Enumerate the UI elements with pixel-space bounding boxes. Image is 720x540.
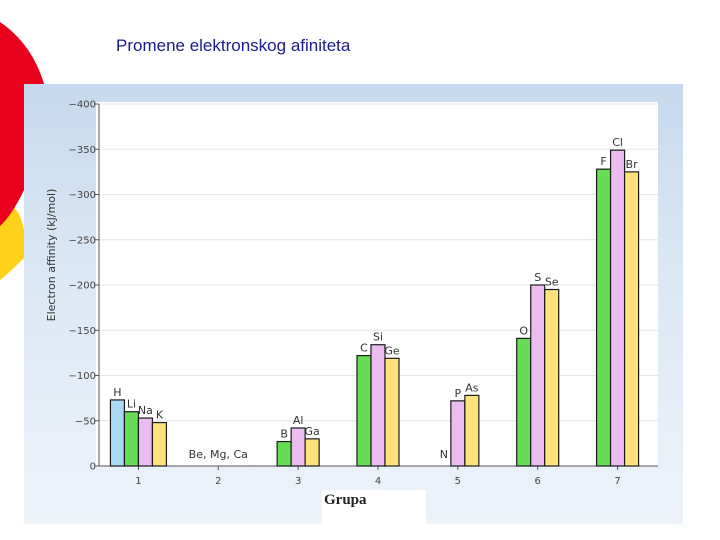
x-tick-label: 5 bbox=[455, 476, 461, 487]
bar-na bbox=[137, 417, 154, 467]
bar-b bbox=[276, 440, 292, 467]
bar-label-c: C bbox=[360, 342, 368, 355]
bar-label-br: Br bbox=[626, 158, 639, 171]
bar-h bbox=[109, 399, 126, 467]
y-tick-label: −200 bbox=[69, 281, 96, 292]
x-tick-label: 4 bbox=[375, 476, 381, 487]
bar-o bbox=[516, 337, 532, 467]
bar-label-li: Li bbox=[127, 398, 136, 411]
bar-label-b: B bbox=[280, 428, 288, 441]
bar-k bbox=[151, 421, 168, 467]
bar-si bbox=[370, 344, 386, 467]
bar-label-ge: Ge bbox=[384, 344, 400, 357]
bar-label-cl: Cl bbox=[612, 136, 623, 149]
group-annotation: Be, Mg, Ca bbox=[189, 448, 248, 461]
bar-label-al: Al bbox=[293, 414, 304, 427]
bar-label-as: As bbox=[465, 381, 479, 394]
bar-label-p: P bbox=[455, 387, 462, 400]
y-tick-label: −400 bbox=[69, 100, 96, 111]
y-tick-label: 0 bbox=[90, 462, 96, 473]
bar-label-s: S bbox=[534, 271, 541, 284]
x-axis-label-background bbox=[322, 490, 426, 524]
bar-label-o: O bbox=[519, 324, 528, 337]
x-axis-label: Grupa bbox=[324, 492, 367, 508]
bar-label-k: K bbox=[156, 409, 164, 422]
bar-se bbox=[544, 288, 560, 467]
bar-cl bbox=[609, 149, 626, 467]
bar-label-f: F bbox=[600, 155, 606, 168]
x-tick-label: 7 bbox=[614, 476, 620, 487]
bar-label-n: N bbox=[440, 448, 448, 461]
bar-label-h: H bbox=[113, 386, 121, 399]
bar-li bbox=[123, 411, 140, 467]
bar-label-ga: Ga bbox=[305, 425, 320, 438]
bar-label-se: Se bbox=[545, 276, 559, 289]
x-tick-label: 2 bbox=[215, 476, 221, 487]
y-tick-label: −350 bbox=[69, 145, 96, 156]
x-tick-label: 3 bbox=[295, 476, 301, 487]
bar-label-na: Na bbox=[138, 404, 153, 417]
bar-ga bbox=[304, 438, 320, 467]
y-tick-label: −100 bbox=[69, 371, 96, 382]
bar-s bbox=[530, 284, 546, 467]
bar-br bbox=[623, 171, 640, 467]
y-tick-label: −300 bbox=[69, 190, 96, 201]
y-tick-label: −250 bbox=[69, 235, 96, 246]
y-tick-label: −50 bbox=[75, 416, 96, 427]
y-tick-label: −150 bbox=[69, 326, 96, 337]
slide-title: Promene elektronskog afiniteta bbox=[116, 36, 351, 55]
bar-p bbox=[450, 400, 466, 467]
bar-ge bbox=[384, 357, 400, 467]
decoration-yellow-shape bbox=[0, 204, 24, 280]
y-axis-label: Electron affinity (kJ/mol) bbox=[45, 189, 58, 322]
x-tick-label: 6 bbox=[535, 476, 541, 487]
bar-c bbox=[356, 354, 372, 467]
bar-al bbox=[290, 427, 306, 467]
bar-label-si: Si bbox=[373, 331, 383, 344]
x-tick-label: 1 bbox=[135, 476, 141, 487]
bar-as bbox=[464, 394, 480, 467]
bar-f bbox=[595, 168, 612, 467]
